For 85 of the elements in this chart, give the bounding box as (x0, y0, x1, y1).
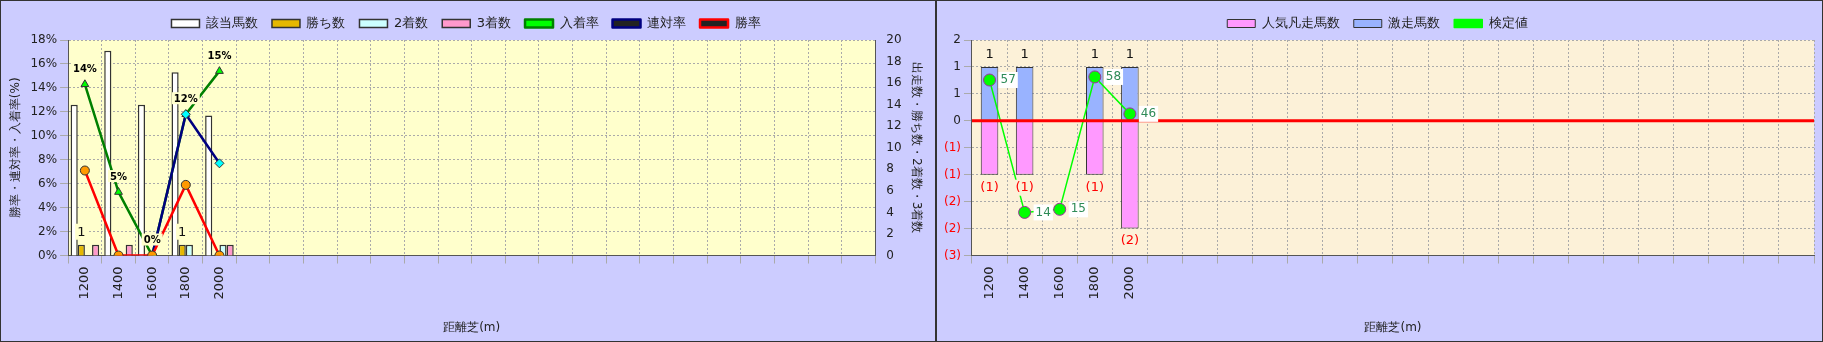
point (180, 179, 191, 190)
y-tick-label: 18% (30, 32, 58, 47)
y-tick-label: 10% (30, 127, 58, 142)
y-tick-label: 16% (30, 56, 58, 71)
point (215, 66, 224, 74)
y-axis-title: 勝率・連対率・入着率(%) (8, 77, 23, 219)
y2-tick-label: 6 (886, 182, 894, 197)
point (1123, 107, 1137, 121)
legend-label: 検定値 (1488, 14, 1528, 30)
data-label: 14 (1035, 204, 1051, 219)
x-tick-label: 1400 (1016, 266, 1031, 300)
y-tick-label: 1 (953, 59, 961, 74)
x-tick-label: 2000 (1121, 266, 1137, 300)
y-tick-label: 8% (38, 151, 58, 166)
y-tick-label: (2) (944, 220, 961, 235)
point (114, 187, 123, 195)
y-tick-label: 1 (953, 86, 961, 100)
y-tick-label: (1) (944, 139, 961, 154)
x-tick-label: 1800 (1086, 266, 1102, 300)
data-label: 1 (178, 223, 187, 239)
y2-tick-label: 14 (886, 96, 902, 111)
y-tick-label: (2) (944, 193, 961, 208)
data-label: 14% (72, 62, 97, 74)
x-tick-label: 1400 (109, 266, 125, 300)
x-axis-title: 距離芝(m) (443, 319, 501, 334)
y2-tick-label: 2 (886, 226, 894, 241)
data-label: (2) (1120, 232, 1140, 248)
point (1053, 202, 1067, 216)
data-label: 0% (143, 234, 161, 246)
data-label: 12% (173, 92, 198, 104)
y2-tick-label: 12 (886, 118, 902, 133)
data-label: 46 (1140, 106, 1157, 121)
data-label: 1 (1090, 45, 1099, 61)
x-tick-label: 1800 (177, 266, 193, 300)
legend-label: 入着率 (559, 14, 599, 30)
legend-label: 勝ち数 (306, 14, 346, 30)
x-tick-label: 1600 (143, 266, 159, 300)
data-label: 1 (77, 223, 86, 239)
x-axis-title: 距離芝(m) (1364, 319, 1422, 334)
legend-label: 激走馬数 (1388, 14, 1441, 30)
x-tick-label: 2000 (210, 266, 226, 300)
data-label: 57 (1000, 72, 1016, 87)
y2-tick-label: 8 (886, 161, 894, 176)
y-tick-label: 12% (30, 103, 58, 118)
data-label: 1 (1125, 45, 1135, 61)
y-tick-label: 0% (38, 247, 58, 262)
x-tick-label: 1200 (76, 266, 92, 300)
y2-tick-label: 0 (886, 247, 894, 262)
y2-axis-title: 出走数・勝ち数・2着数・3着数 (909, 62, 924, 234)
y-tick-label: 4% (38, 199, 58, 214)
y-tick-label: 0 (953, 112, 961, 127)
point (79, 165, 90, 176)
y2-tick-label: 4 (886, 204, 894, 219)
data-label: 5% (110, 170, 128, 182)
y-tick-label: (3) (944, 247, 961, 262)
y2-tick-label: 10 (886, 139, 902, 154)
data-label: 1 (985, 45, 994, 61)
data-label: (1) (980, 178, 999, 194)
x-tick-label: 1600 (1051, 266, 1067, 300)
y2-tick-label: 18 (886, 53, 902, 68)
y2-tick-label: 16 (886, 75, 902, 90)
legend-label: 連対率 (647, 14, 687, 30)
data-label: 15 (1070, 201, 1086, 216)
y-tick-label: 6% (38, 175, 58, 190)
data-label: (1) (1085, 178, 1104, 194)
data-label: 15% (207, 49, 232, 61)
legend-label: 2着数 (393, 14, 429, 30)
y-tick-label: 2 (953, 32, 961, 47)
y-tick-label: 2% (38, 223, 58, 238)
point (983, 73, 997, 87)
point (80, 79, 90, 88)
x-tick-label: 1200 (980, 266, 996, 300)
data-label: 58 (1105, 69, 1122, 84)
point (1088, 70, 1102, 84)
data-label: (1) (1015, 178, 1034, 194)
data-label: 1 (1020, 45, 1029, 61)
y2-tick-label: 20 (886, 32, 902, 47)
legend-label: 3着数 (476, 14, 512, 30)
legend-label: 該当馬数 (205, 14, 258, 30)
point (214, 158, 225, 169)
legend-label: 勝率 (734, 14, 761, 30)
point (1018, 205, 1032, 219)
legend-label: 人気凡走馬数 (1261, 14, 1340, 30)
y-tick-label: 14% (30, 80, 58, 95)
y-tick-label: (1) (944, 166, 961, 181)
